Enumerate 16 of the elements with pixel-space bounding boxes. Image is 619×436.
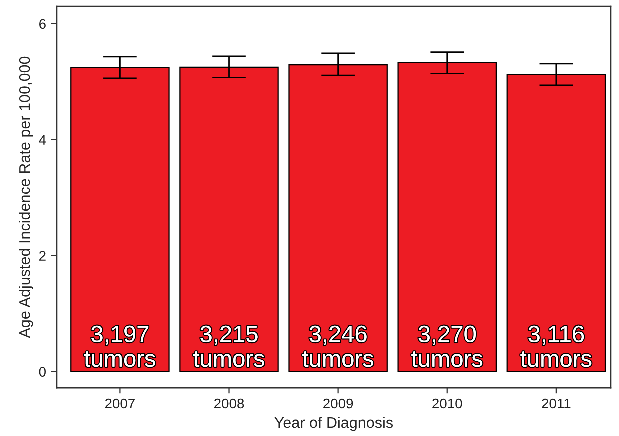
x-axis-title: Year of Diagnosis [274,416,393,432]
y-axis-title: Age Adjusted Incidence Rate per 100,000 [19,56,34,338]
annotation: 3,246 tumors [302,326,374,368]
y-tick-label: 4 [39,135,46,145]
x-tick-label: 2010 [432,398,462,409]
x-tick-label: 2009 [324,398,354,409]
y-tick-label: 0 [39,367,46,377]
annotation: 3,116 tumors [520,326,592,368]
x-tick-label: 2007 [105,398,135,409]
x-tick-label: 2011 [542,398,571,409]
annotation: 3,197 tumors [84,326,156,368]
x-tick-label: 2008 [214,398,244,409]
annotation: 3,215 tumors [194,326,264,368]
y-tick-label: 6 [40,19,46,30]
annotation: 3,270 tumors [412,326,483,368]
y-tick-label: 2 [40,251,46,261]
